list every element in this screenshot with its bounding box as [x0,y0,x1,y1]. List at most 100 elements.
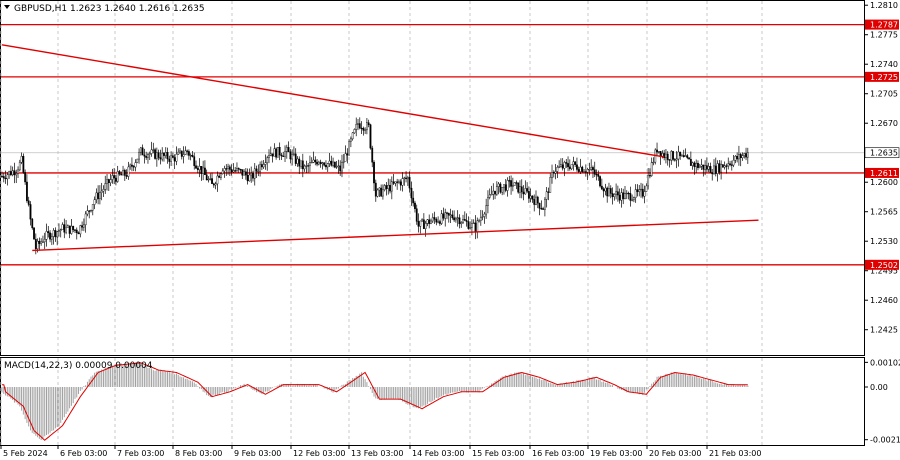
candle-body [107,179,110,184]
candle-body [131,164,133,167]
price-tick-label: 1.2530 [870,237,898,246]
candle-body [517,182,520,193]
time-tick-label: 5 Feb 2024 [3,449,48,458]
candle-body [255,168,258,172]
candle-body [234,170,237,172]
candle-body [524,188,527,195]
candle-body [581,166,584,173]
macd-label: MACD(14,22,3) 0.00009 0.00004 [4,361,153,371]
candle-body [79,225,82,235]
candle-body [604,187,607,192]
candle-body [698,166,701,168]
candle-body [47,231,50,234]
candle-body [104,183,107,190]
price-tick-label: 1.2740 [870,60,898,69]
candle-body [291,154,294,160]
price-tick-label: 1.2775 [870,31,898,40]
candle-body [56,231,59,238]
candle-body [497,183,500,187]
price-tick-label: 1.2705 [870,90,898,99]
candle-body [193,156,196,166]
candle-body [173,157,176,162]
candle-body [252,173,254,179]
candle-body [312,159,315,163]
candle-body [95,192,98,200]
candle-body [155,152,158,159]
candle-body [323,162,326,166]
candle-body [624,193,626,199]
candle-body [495,186,498,195]
candle-body [563,162,566,169]
candle-body [330,160,333,166]
dropdown-triangle-icon[interactable] [4,5,10,9]
candle-body [705,165,708,170]
candle-body [689,158,692,166]
price-labels: 1.2787 1.2725 1.2611 1.2502 1.2635 [864,19,900,270]
candle-body [663,153,666,159]
candle-body [519,186,521,193]
level-label: 1.2502 [870,261,898,270]
candle-body [232,170,235,173]
candle-body [280,154,283,157]
candle-body [600,185,603,190]
candle-body [309,162,311,166]
level-label: 1.2787 [870,21,898,30]
candle-body [163,152,165,156]
candle-body [364,129,367,131]
candle-body [444,212,447,219]
candle-body [4,177,7,180]
time-tick-label: 12 Feb 03:00 [293,449,345,458]
candle-body [428,219,431,224]
candle-body [211,178,213,184]
candle-body [271,153,274,157]
horizontal-levels [1,23,864,266]
candle-body [362,128,365,131]
candle-body [116,171,119,182]
candle-body [449,214,452,216]
candle-body [42,241,44,243]
candle-body [84,213,87,226]
candle-body [430,220,432,224]
candle-body [198,166,201,170]
candle-body [647,175,650,187]
candle-body [631,199,634,201]
candle-body [243,171,245,176]
candle-body [200,166,203,174]
candle-body [625,192,628,195]
macd-signal-line [2,362,748,441]
candle-body [592,167,594,170]
candle-body [447,212,450,216]
candle-body [72,225,75,230]
candle-body [134,162,137,168]
candle-body [691,162,694,166]
candle-body [542,208,545,210]
candle-body [467,221,470,229]
candle-body [536,196,539,204]
candle-body [139,147,142,153]
candle-body [526,188,529,192]
candle-body [492,190,495,195]
candle-body [74,229,76,231]
candle-body [700,164,703,167]
candle-body [652,161,655,164]
candle-body [684,155,687,157]
macd-tick-label: 0.00102 [870,358,900,367]
candle-body [707,166,710,170]
candle-body [321,162,324,164]
candle-body [54,230,57,238]
candle-body [175,153,178,162]
candle-body [421,219,423,222]
candle-body [641,188,644,197]
candle-body [544,199,546,210]
candle-body [469,227,472,229]
candle-body [588,169,591,171]
time-axis: 5 Feb 2024 6 Feb 03:00 7 Feb 03:00 8 Feb 03… [0,445,761,458]
candle-body [506,180,509,191]
candle-body [123,169,126,176]
candle-body [214,183,217,186]
candle-body [316,161,318,165]
symbol-header: GBPUSD,H1 [14,4,67,14]
candle-body [618,194,621,201]
candle-body [298,158,301,167]
candle-body [59,229,62,231]
